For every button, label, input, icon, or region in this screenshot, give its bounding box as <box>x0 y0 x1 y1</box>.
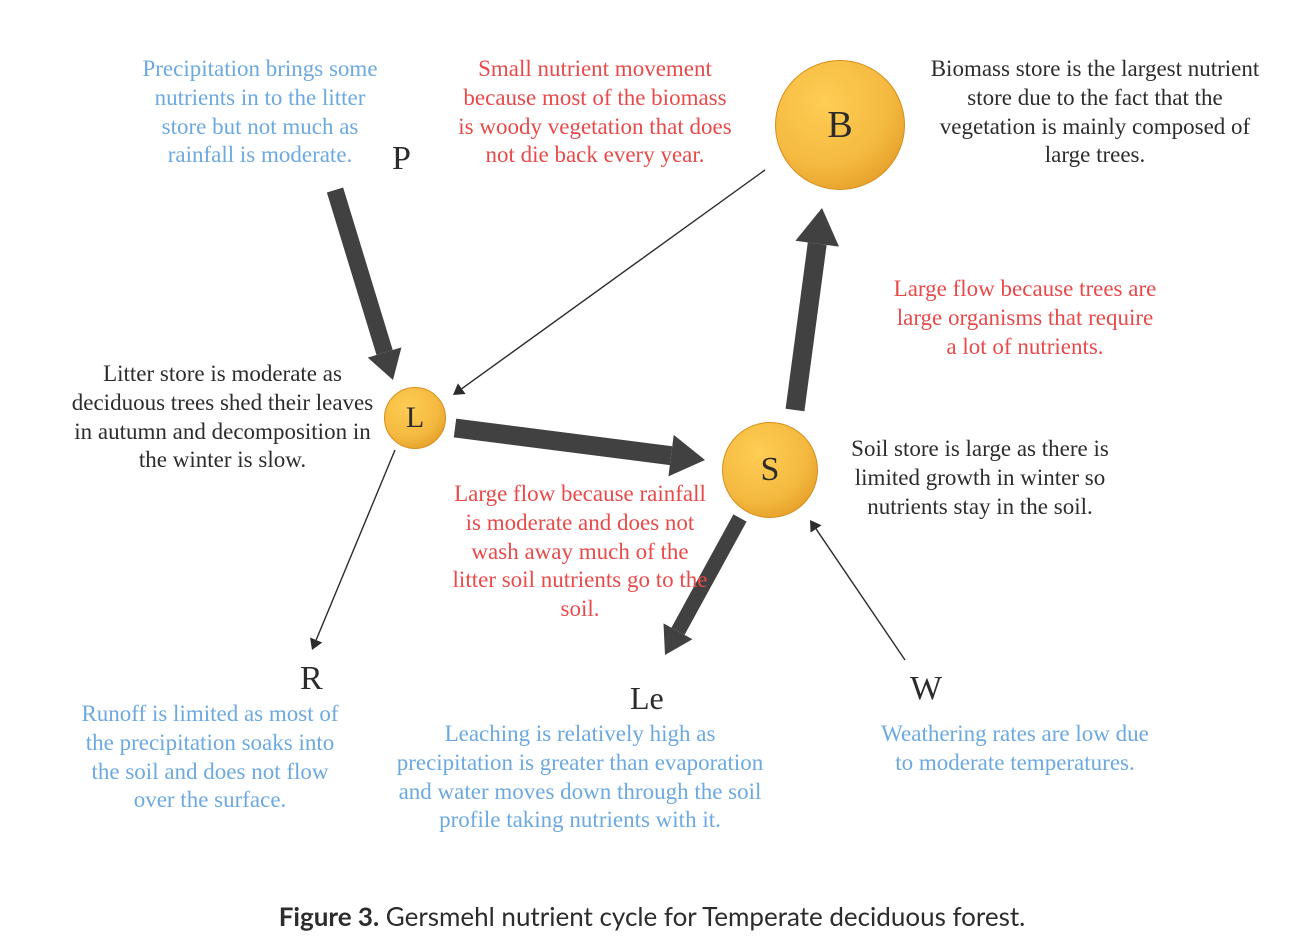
annotation-fallout: Small nutrient movement because most of … <box>455 55 735 170</box>
annotation-weathering: Weathering rates are low due to moderate… <box>880 720 1150 778</box>
diagram-canvas: B L S P R Le W Biomass store is the larg… <box>0 0 1304 950</box>
node-biomass: B <box>775 60 905 190</box>
caption-text: Gersmehl nutrient cycle for Temperate de… <box>379 900 1025 932</box>
annotation-runoff: Runoff is limited as most of the precipi… <box>80 700 340 815</box>
node-litter-label: L <box>406 401 424 435</box>
marker-precipitation: P <box>392 140 411 178</box>
marker-weathering: W <box>910 670 942 708</box>
node-soil: S <box>722 422 818 518</box>
annotation-precipitation: Precipitation brings some nutrients in t… <box>130 55 390 170</box>
annotation-decomp: Large flow because rainfall is moderate … <box>450 480 710 624</box>
caption-prefix: Figure 3. <box>279 900 379 932</box>
marker-runoff: R <box>300 660 323 698</box>
figure-caption: Figure 3. Gersmehl nutrient cycle for Te… <box>0 900 1304 932</box>
annotation-litter: Litter store is moderate as deciduous tr… <box>70 360 375 475</box>
annotation-soil: Soil store is large as there is limited … <box>840 435 1120 521</box>
marker-leaching: Le <box>630 680 664 717</box>
node-soil-label: S <box>761 451 780 489</box>
node-biomass-label: B <box>827 103 852 147</box>
annotation-uptake: Large flow because trees are large organ… <box>890 275 1160 361</box>
node-litter: L <box>384 387 446 449</box>
annotation-biomass: Biomass store is the largest nutrient st… <box>930 55 1260 170</box>
annotation-leaching: Leaching is relatively high as precipita… <box>385 720 775 835</box>
